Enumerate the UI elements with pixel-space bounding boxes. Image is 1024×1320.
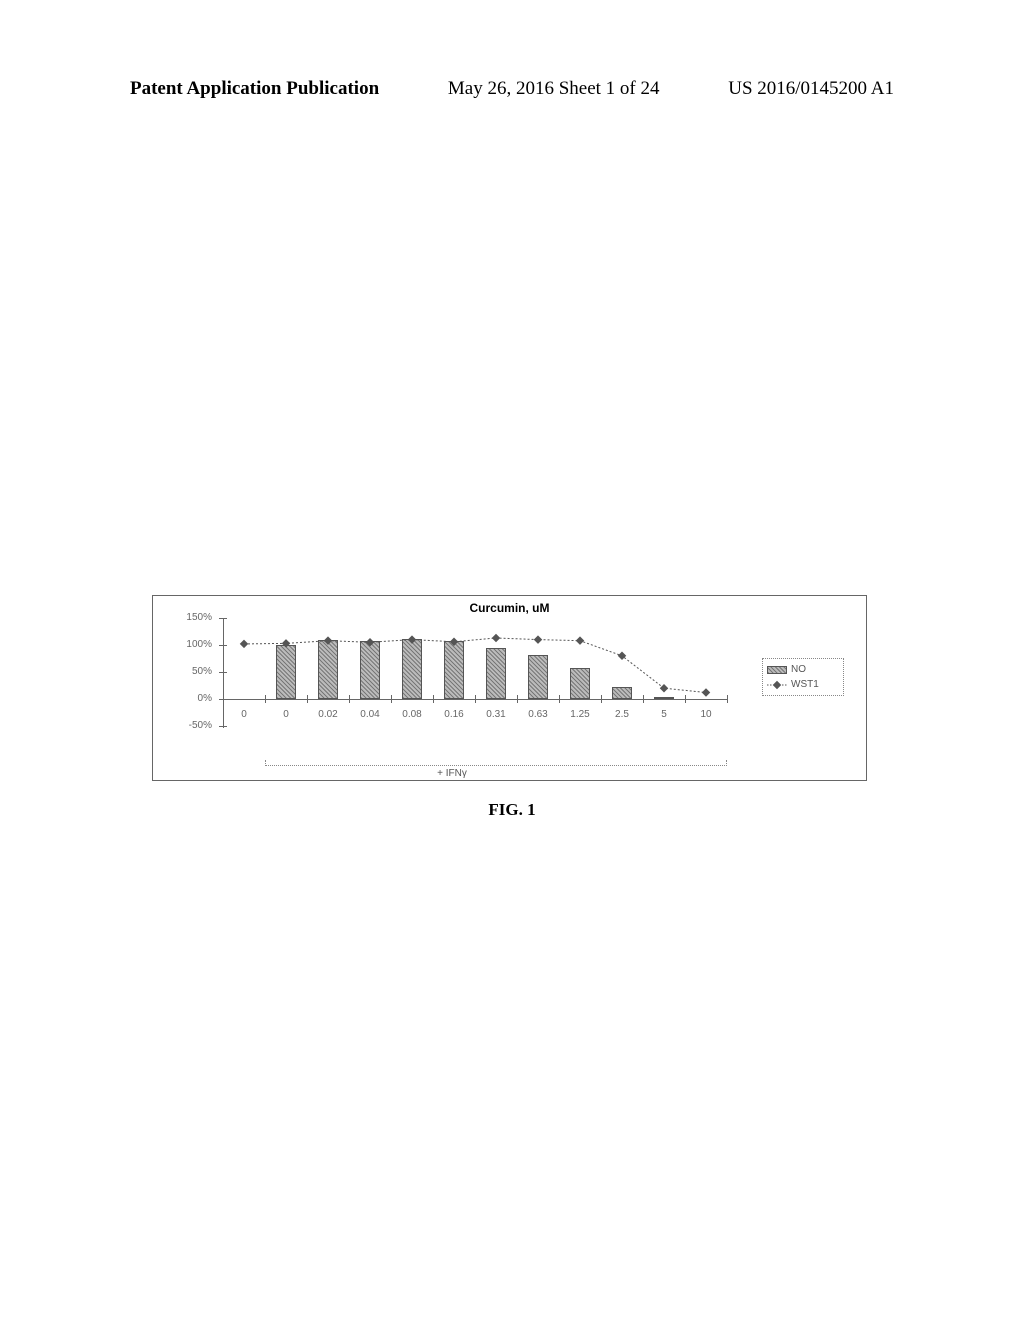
y-axis-labels: -50%0%50%100%150%	[171, 618, 216, 726]
x-tick-label: 5	[644, 709, 684, 720]
line-series-marker	[702, 688, 710, 696]
legend-item-wst1: WST1	[767, 677, 839, 692]
line-series-marker	[492, 634, 500, 642]
legend-label: NO	[791, 664, 806, 675]
y-tick-label: 100%	[186, 639, 212, 650]
x-tick-label: 0.04	[350, 709, 390, 720]
chart-legend: NO WST1	[762, 658, 844, 696]
x-tick-label: 0	[224, 709, 264, 720]
line-series-path	[244, 638, 706, 693]
y-tick-label: -50%	[189, 720, 212, 731]
plot-area: -50%0%50%100%150% 000.020.040.080.160.31…	[223, 618, 727, 726]
x-tick-label: 0.16	[434, 709, 474, 720]
page-header: Patent Application Publication May 26, 2…	[0, 78, 1024, 100]
x-tick-label: 2.5	[602, 709, 642, 720]
line-series-marker	[576, 636, 584, 644]
figure-caption: FIG. 1	[0, 800, 1024, 820]
line-series-marker	[408, 635, 416, 643]
line-series-marker	[282, 639, 290, 647]
chart-plot: -50%0%50%100%150% 000.020.040.080.160.31…	[171, 618, 733, 780]
chart-container: Curcumin, uM -50%0%50%100%150% 000.020.0…	[152, 595, 867, 781]
header-publication-type: Patent Application Publication	[130, 78, 379, 100]
legend-label: WST1	[791, 679, 819, 690]
line-series-marker	[618, 652, 626, 660]
y-tick-label: 50%	[192, 666, 212, 677]
x-tick-label: 0	[266, 709, 306, 720]
line-series-marker	[324, 636, 332, 644]
line-series-marker	[534, 635, 542, 643]
x-tick-label: 10	[686, 709, 726, 720]
x-tick-label: 0.08	[392, 709, 432, 720]
y-tick-label: 0%	[198, 693, 212, 704]
y-tick-label: 150%	[186, 612, 212, 623]
line-series-marker	[366, 638, 374, 646]
legend-swatch-bar-icon	[767, 666, 787, 674]
legend-item-no: NO	[767, 662, 839, 677]
line-series-marker	[240, 640, 248, 648]
x-tick-label: 0.02	[308, 709, 348, 720]
x-tick-label: 0.63	[518, 709, 558, 720]
header-publication-number: US 2016/0145200 A1	[728, 78, 894, 100]
x-tick-mark	[727, 695, 728, 703]
x-tick-label: 0.31	[476, 709, 516, 720]
line-series-marker	[450, 638, 458, 646]
chart-title: Curcumin, uM	[153, 601, 866, 615]
legend-swatch-line-icon	[767, 680, 787, 690]
y-tick-mark	[219, 726, 227, 727]
line-series-marker	[660, 684, 668, 692]
x-category-bracket-label: + IFNγ	[171, 768, 733, 779]
x-category-bracket	[265, 760, 727, 766]
x-tick-label: 1.25	[560, 709, 600, 720]
header-date-sheet: May 26, 2016 Sheet 1 of 24	[448, 78, 660, 100]
